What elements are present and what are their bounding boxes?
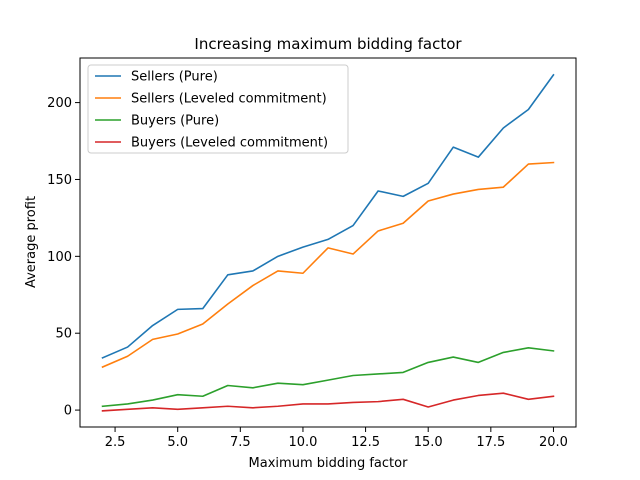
x-axis: 2.5 5.0 7.5 10.0 12.5 15.0 17.5 20.0 (105, 427, 568, 450)
y-axis-label: Average profit (24, 196, 39, 288)
series-lines (101, 73, 555, 412)
x-tick-label: 10.0 (288, 435, 317, 450)
series-line-4 (101, 392, 555, 412)
legend-label: Sellers (Leveled commitment) (131, 92, 327, 107)
y-tick-label: 50 (55, 327, 72, 342)
x-tick-label: 17.5 (476, 435, 505, 450)
x-axis-label: Maximum bidding factor (249, 456, 409, 471)
y-tick-label: 100 (47, 250, 72, 265)
plot-area (79, 57, 577, 428)
x-tick-label: 20.0 (539, 435, 568, 450)
legend: Sellers (Pure) Sellers (Leveled commitmen… (87, 64, 349, 154)
legend-box (87, 64, 349, 154)
series-line-3 (101, 347, 555, 408)
series-line-2 (101, 161, 555, 369)
chart-title: Increasing maximum bidding factor (194, 35, 462, 53)
series-line-1 (101, 73, 555, 359)
y-tick-label: 150 (47, 173, 72, 188)
y-axis: 0 50 100 150 200 (47, 96, 80, 419)
x-tick-label: 2.5 (105, 435, 126, 450)
legend-label: Buyers (Pure) (131, 114, 219, 129)
x-tick-label: 7.5 (230, 435, 251, 450)
legend-label: Sellers (Pure) (131, 70, 218, 85)
x-tick-label: 15.0 (414, 435, 443, 450)
x-tick-label: 5.0 (167, 435, 188, 450)
legend-label: Buyers (Leveled commitment) (131, 136, 328, 151)
y-tick-label: 200 (47, 96, 72, 111)
y-tick-label: 0 (64, 404, 72, 419)
plot-frame (79, 57, 577, 428)
x-tick-label: 12.5 (351, 435, 380, 450)
